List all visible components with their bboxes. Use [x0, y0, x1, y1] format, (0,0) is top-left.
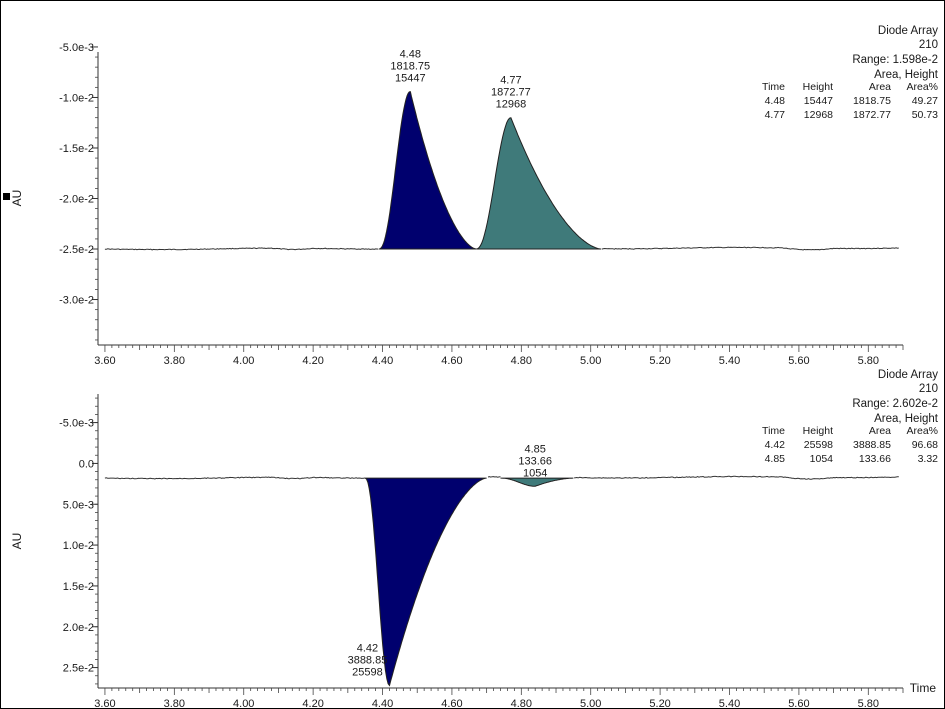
- top-table-header: Area%: [906, 81, 938, 93]
- bottom-y-tick-label: 0.0: [79, 458, 94, 470]
- top-y-tick-label: -2.0e-2: [59, 194, 94, 206]
- bottom-table-header: Time: [762, 425, 785, 437]
- bottom-y-tick-label: 2.5e-2: [63, 663, 94, 675]
- bottom-table-cell: 1054: [810, 453, 834, 465]
- bottom-wavelength-label: 210: [919, 383, 938, 395]
- bottom-peak-2: [500, 477, 574, 487]
- top-table-cell: 4.48: [765, 95, 786, 107]
- bottom-y-axis-title: AU: [10, 533, 24, 550]
- top-detector-label: Diode Array: [878, 25, 938, 37]
- top-y-tick-label: -1.0e-2: [59, 92, 94, 104]
- top-table-cell: 1872.77: [853, 109, 891, 121]
- bottom-table-cell: 96.68: [912, 439, 938, 451]
- bottom-peak-1: [363, 477, 487, 687]
- bottom-x-tick-label: 3.60: [94, 698, 115, 709]
- bottom-peak-1-height-label: 25598: [352, 667, 383, 679]
- bottom-table-cell: 3888.85: [853, 439, 891, 451]
- top-range-label: Range: 1.598e-2: [852, 54, 938, 66]
- bottom-x-tick-label: 5.60: [788, 698, 809, 709]
- top-table-header: Time: [762, 81, 785, 93]
- top-y-axis-title: AU: [10, 190, 24, 207]
- top-y-tick-label: -1.5e-2: [59, 143, 94, 155]
- top-x-tick-label: 4.60: [441, 355, 462, 367]
- bottom-y-tick-label: 5.0e-3: [63, 499, 94, 511]
- bottom-table-header: Area: [869, 425, 891, 437]
- top-wavelength-label: 210: [919, 39, 938, 51]
- top-x-tick-label: 3.80: [164, 355, 185, 367]
- top-table-header: Area: [869, 81, 891, 93]
- top-x-tick-label: 5.80: [858, 355, 879, 367]
- bottom-panel: Diode Array 210 Range: 2.602e-2 Area, He…: [10, 369, 939, 709]
- bottom-y-tick-label: 1.0e-2: [63, 540, 94, 552]
- bottom-y-tick-label: 2.0e-2: [63, 622, 94, 634]
- top-peak-1: [379, 91, 477, 250]
- bottom-x-tick-label: 5.80: [858, 698, 879, 709]
- bottom-peak-1-area-label: 3888.85: [348, 655, 388, 667]
- top-table-cell: 49.27: [912, 95, 938, 107]
- bottom-x-tick-label: 4.80: [511, 698, 532, 709]
- bottom-mode-label: Area, Height: [874, 413, 939, 425]
- top-table-cell: 50.73: [912, 109, 938, 121]
- top-x-tick-label: 4.20: [302, 355, 323, 367]
- top-peak-2-area-label: 1872.77: [491, 87, 531, 99]
- bottom-detector-label: Diode Array: [878, 369, 938, 381]
- bottom-x-tick-label: 4.40: [372, 698, 393, 709]
- bottom-table-cell: 4.85: [765, 453, 786, 465]
- top-peak-1-height-label: 15447: [395, 72, 426, 84]
- bottom-x-tick-label: 3.80: [164, 698, 185, 709]
- top-x-tick-label: 5.40: [719, 355, 740, 367]
- top-panel: Diode Array 210 Range: 1.598e-2 Area, He…: [3, 25, 939, 367]
- top-x-tick-label: 5.20: [649, 355, 670, 367]
- top-table-cell: 4.77: [765, 109, 786, 121]
- bottom-table-header: Area%: [906, 425, 938, 437]
- top-x-tick-label: 5.60: [788, 355, 809, 367]
- bottom-table-cell: 4.42: [765, 439, 786, 451]
- top-table-cell: 12968: [804, 109, 833, 121]
- bottom-y-tick-label: -5.0e-3: [59, 418, 94, 430]
- bottom-peak-2-height-label: 1054: [523, 467, 547, 479]
- top-y-tick-label: -3.0e-2: [59, 295, 94, 307]
- bottom-x-tick-label: 5.00: [580, 698, 601, 709]
- top-peak-1-time-label: 4.48: [400, 48, 421, 60]
- bottom-table-header: Height: [803, 425, 833, 437]
- top-table-header: Height: [803, 81, 833, 93]
- top-x-tick-label: 4.40: [372, 355, 393, 367]
- top-x-tick-label: 4.00: [233, 355, 254, 367]
- bottom-x-tick-label: 4.00: [233, 698, 254, 709]
- bottom-table-cell: 133.66: [859, 453, 891, 465]
- top-x-tick-label: 3.60: [94, 355, 115, 367]
- top-y-tick-label: -2.5e-2: [59, 244, 94, 256]
- top-panel-marker-icon: [3, 193, 10, 200]
- bottom-y-tick-label: 1.5e-2: [63, 581, 94, 593]
- bottom-x-tick-label: 5.40: [719, 698, 740, 709]
- bottom-peak-2-area-label: 133.66: [518, 455, 552, 467]
- top-table-cell: 15447: [804, 95, 833, 107]
- bottom-range-label: Range: 2.602e-2: [852, 398, 938, 410]
- top-peak-1-area-label: 1818.75: [390, 60, 430, 72]
- top-peak-2: [476, 117, 602, 250]
- top-baseline-trace: [104, 246, 899, 251]
- top-table-cell: 1818.75: [853, 95, 891, 107]
- time-axis-title: Time: [910, 681, 937, 695]
- top-x-tick-label: 5.00: [580, 355, 601, 367]
- bottom-x-tick-label: 5.20: [649, 698, 670, 709]
- top-mode-label: Area, Height: [874, 69, 939, 81]
- top-y-tick-label: -5.0e-3: [59, 42, 94, 54]
- bottom-peak-2-time-label: 4.85: [524, 443, 545, 455]
- bottom-peak-1-time-label: 4.42: [357, 643, 378, 655]
- top-peak-2-height-label: 12968: [496, 99, 527, 111]
- bottom-x-tick-label: 4.60: [441, 698, 462, 709]
- bottom-table-cell: 3.32: [918, 453, 939, 465]
- top-x-tick-label: 4.80: [511, 355, 532, 367]
- bottom-table-cell: 25598: [804, 439, 833, 451]
- top-peak-2-time-label: 4.77: [500, 75, 521, 87]
- bottom-x-tick-label: 4.20: [302, 698, 323, 709]
- bottom-baseline-trace: [104, 475, 899, 480]
